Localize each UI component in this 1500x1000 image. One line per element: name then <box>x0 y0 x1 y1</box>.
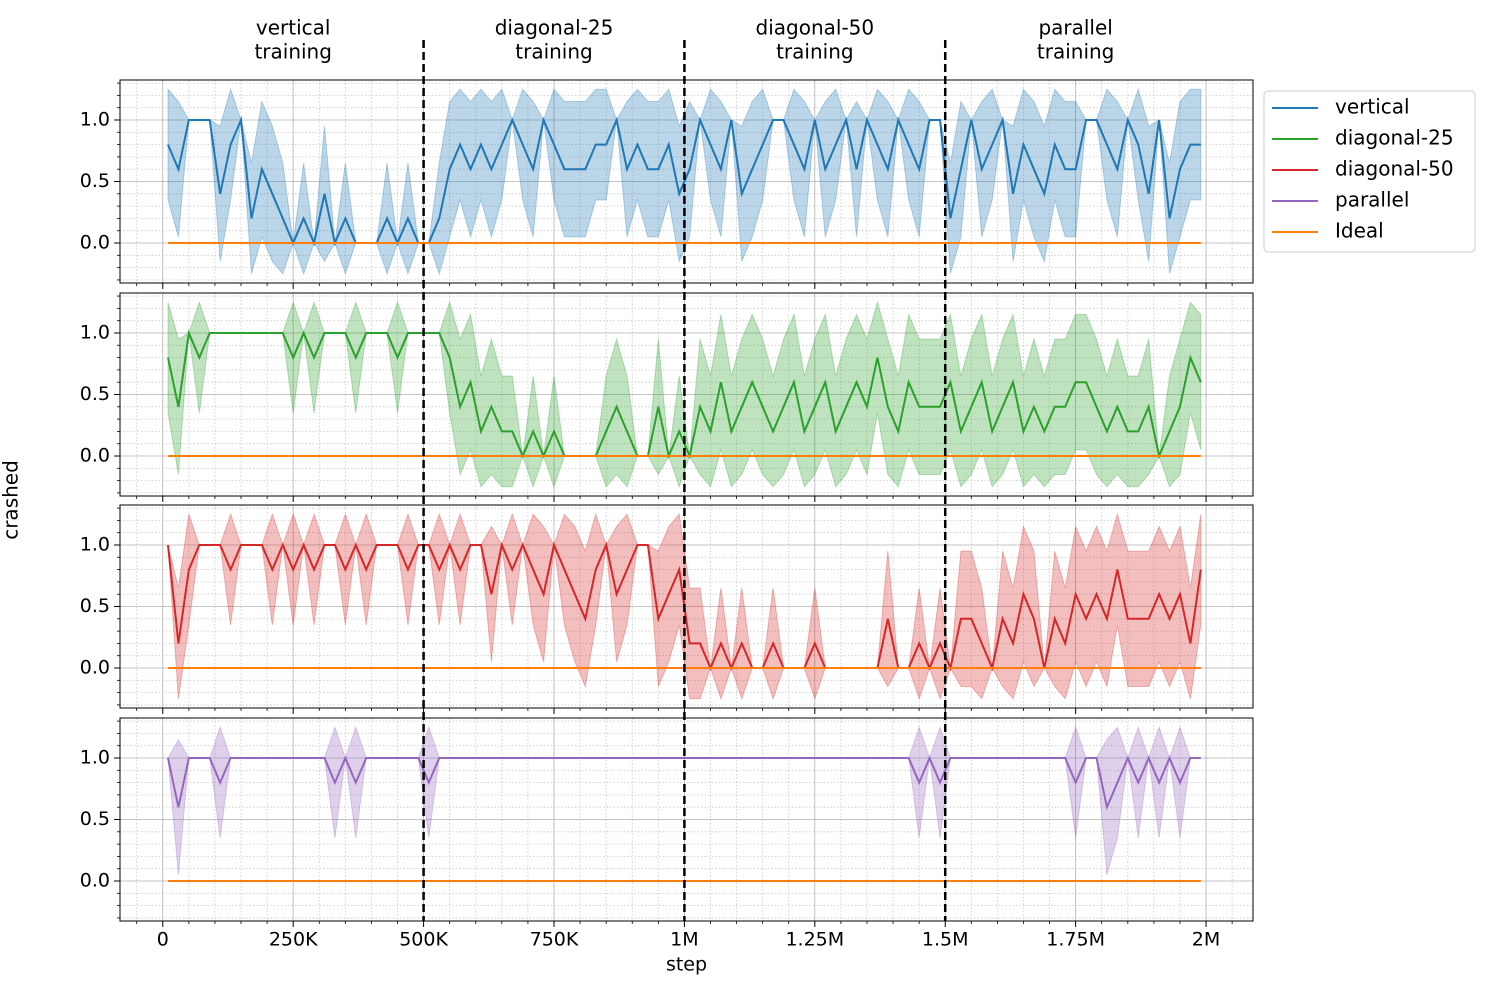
phase-annotation: training <box>776 40 853 64</box>
x-tick-label: 1.5M <box>922 929 969 951</box>
legend-box <box>1263 90 1476 253</box>
x-tick-label: 250K <box>269 929 318 951</box>
legend-label: vertical <box>1335 95 1410 119</box>
error-band <box>167 300 1202 489</box>
x-tick-label: 1.75M <box>1046 929 1105 951</box>
y-tick-label: 0.0 <box>80 232 110 254</box>
y-tick-label: 0.0 <box>80 445 110 467</box>
phase-annotation: training <box>254 40 331 64</box>
y-tick-label: 0.5 <box>80 383 110 405</box>
legend-label: Ideal <box>1335 219 1384 243</box>
x-tick-label: 1M <box>670 929 698 951</box>
y-tick-label: 1.0 <box>80 746 110 768</box>
axes-frame <box>119 292 1254 497</box>
phase-annotation: diagonal-25 <box>495 16 614 40</box>
y-axis-label: crashed <box>0 460 23 540</box>
x-tick-label: 0 <box>157 929 169 951</box>
plot-area <box>167 87 1202 276</box>
phase-annotation: diagonal-50 <box>756 16 875 40</box>
y-tick-label: 0.5 <box>80 808 110 830</box>
legend-label: diagonal-50 <box>1335 157 1454 181</box>
phase-annotation: vertical <box>256 16 331 40</box>
y-tick-label: 0.0 <box>80 657 110 679</box>
axes-frame <box>119 79 1254 284</box>
phase-annotation: parallel <box>1038 16 1112 40</box>
x-tick-label: 1.25M <box>785 929 844 951</box>
x-tick-label: 2M <box>1192 929 1220 951</box>
y-tick-label: 0.5 <box>80 170 110 192</box>
axes-frame <box>119 717 1254 922</box>
y-tick-label: 0.0 <box>80 870 110 892</box>
x-tick-label: 750K <box>530 929 579 951</box>
legend-label: parallel <box>1335 188 1409 212</box>
y-tick-label: 0.5 <box>80 595 110 617</box>
series-line <box>167 755 1201 811</box>
x-tick-label: 500K <box>399 929 448 951</box>
axes-frame <box>119 504 1254 709</box>
legend-label: diagonal-25 <box>1335 126 1454 150</box>
y-tick-label: 1.0 <box>80 533 110 555</box>
y-tick-label: 1.0 <box>80 108 110 130</box>
x-axis-label: step <box>666 954 707 976</box>
phase-annotation: training <box>1037 40 1114 64</box>
y-tick-label: 1.0 <box>80 321 110 343</box>
series-line <box>167 116 1201 247</box>
phase-annotation: training <box>515 40 592 64</box>
